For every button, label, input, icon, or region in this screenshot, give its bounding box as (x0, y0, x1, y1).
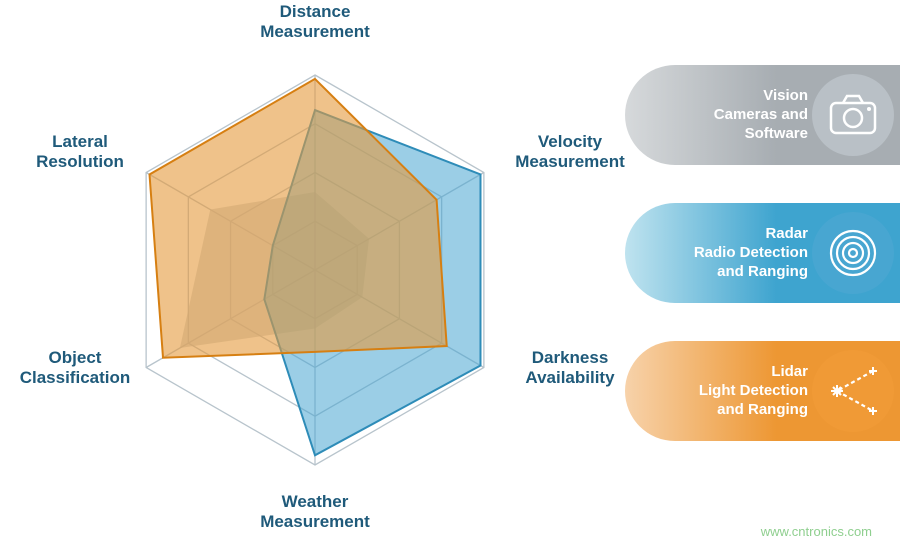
legend-item-vision: Vision Cameras andSoftware (625, 65, 900, 165)
radar-series-lidar (150, 79, 447, 358)
axis-label-distance: DistanceMeasurement (245, 2, 385, 41)
axis-label-line: Weather (282, 492, 349, 511)
axis-label-line: Classification (20, 368, 131, 387)
legend-text-line: Cameras and (714, 106, 808, 123)
legend-item-radar: Radar Radio Detectionand Ranging (625, 203, 900, 303)
legend-text: Radar Radio Detectionand Ranging (658, 225, 808, 281)
legend-text-line: Lidar (771, 363, 808, 380)
legend-text: Lidar Light Detectionand Ranging (658, 363, 808, 419)
axis-label-line: Resolution (36, 152, 124, 171)
legend-text-line: Radar (765, 225, 808, 242)
axis-label-weather: WeatherMeasurement (245, 492, 385, 531)
legend-item-lidar: Lidar Light Detectionand Ranging (625, 341, 900, 441)
axis-label-line: Distance (280, 2, 351, 21)
watermark: www.cntronics.com (761, 524, 872, 539)
legend-text-line: Radio Detection (694, 244, 808, 261)
legend-text: Vision Cameras andSoftware (658, 87, 808, 143)
radar-chart-area: DistanceMeasurementVelocityMeasurementDa… (0, 0, 600, 547)
axis-label-line: Measurement (260, 512, 370, 531)
legend: Vision Cameras andSoftware Radar Radio Dete… (625, 65, 900, 479)
legend-text-line: Vision (763, 87, 808, 104)
legend-text-line: Software (745, 124, 808, 141)
axis-label-lateral: LateralResolution (25, 132, 135, 171)
camera-icon (812, 74, 894, 156)
legend-text-line: and Ranging (717, 262, 808, 279)
laser-icon (812, 350, 894, 432)
axis-label-line: Measurement (260, 22, 370, 41)
legend-text-line: Light Detection (699, 382, 808, 399)
chart-container: DistanceMeasurementVelocityMeasurementDa… (0, 0, 900, 547)
axis-label-line: Lateral (52, 132, 108, 151)
legend-text-line: and Ranging (717, 400, 808, 417)
axis-label-object: ObjectClassification (10, 348, 140, 387)
concentric-icon (812, 212, 894, 294)
axis-label-line: Object (49, 348, 102, 367)
radar-chart (100, 45, 530, 505)
